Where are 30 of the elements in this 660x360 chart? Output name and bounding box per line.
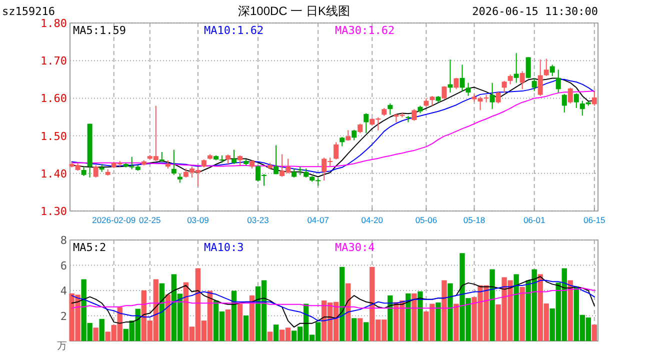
legend-item: MA10:3 [204,241,244,254]
xtick-label: 2026-02-09 [92,215,136,225]
annotation: sz159216 [2,5,55,18]
xtick-label: 05-18 [463,215,486,225]
legend-item: MA5:1.59 [73,24,126,37]
legend-item: MA30:1.62 [335,24,395,37]
title: 深100DC 一 日K线图 [238,4,350,18]
legend-item: MA10:1.62 [204,24,264,37]
ytick-label: 1.40 [40,167,67,180]
ytick-label: 8 [60,234,67,247]
xtick-label: 06-15 [584,215,606,225]
annotation: 2026-06-15 11:30:00 [472,5,598,18]
ytick-label: 1.50 [40,130,67,143]
ytick-label: 6 [60,259,67,272]
xtick-label: 05-06 [415,215,438,225]
ytick-label: 2 [60,310,67,323]
ytick-label: 1.30 [40,205,67,218]
xtick-label: 02-25 [139,215,161,225]
xtick-label: 06-01 [523,215,546,225]
ytick-label: 1.80 [40,17,67,30]
xtick-label: 04-20 [361,215,384,225]
ytick-label: 1.70 [40,54,67,68]
legend-item: MA30:4 [335,241,375,254]
ylabel: 万 [57,341,67,352]
xtick-label: 04-07 [307,215,329,225]
ytick-label: 4 [60,284,67,298]
legend-item: MA5:2 [73,241,106,254]
xtick-label: 03-09 [187,215,209,225]
ytick-label: 1.60 [40,92,67,106]
xtick-label: 03-23 [247,215,269,225]
